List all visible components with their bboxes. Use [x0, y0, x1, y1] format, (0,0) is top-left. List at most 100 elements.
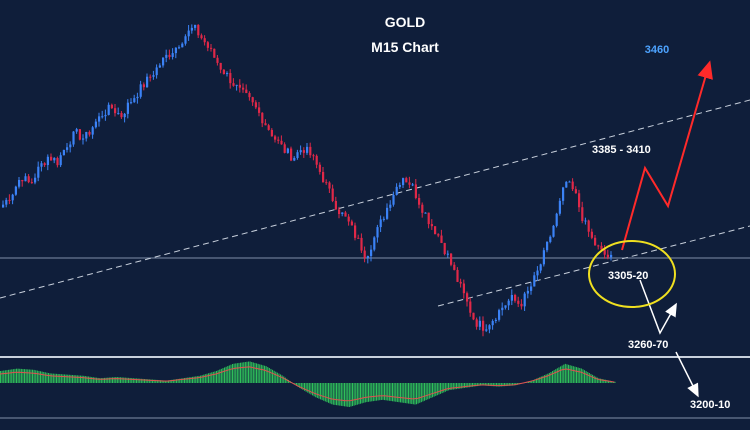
oscillator-bar [254, 362, 256, 383]
oscillator-bar [75, 375, 77, 383]
oscillator-bar [281, 375, 283, 383]
support-zone-label: 3305-20 [608, 270, 648, 282]
oscillator-bar [419, 383, 421, 403]
oscillator-signal-line [0, 366, 615, 402]
oscillator-bar [276, 372, 278, 383]
candle-body [168, 54, 171, 57]
oscillator-bar [600, 378, 602, 383]
candle-body [341, 212, 344, 214]
oscillator-bar [462, 383, 464, 389]
candle-body [389, 204, 392, 208]
candle-body [222, 69, 225, 75]
candle-body [242, 87, 245, 90]
oscillator-bar [97, 377, 99, 383]
candle-body [197, 24, 200, 36]
oscillator-bar [40, 371, 42, 383]
oscillator-bar [548, 372, 550, 383]
oscillator-bar [396, 383, 398, 402]
oscillator-bar [64, 374, 66, 383]
oscillator-bar [12, 369, 14, 383]
oscillator-bar [438, 383, 440, 395]
candle-body [450, 253, 453, 265]
oscillator-bar [206, 373, 208, 383]
oscillator-bar [558, 367, 560, 383]
candle-body [411, 184, 414, 186]
oscillator-bar [32, 369, 34, 383]
oscillator-bar [115, 377, 117, 383]
candle-body [101, 116, 104, 118]
oscillator-bar [200, 375, 202, 383]
candle-body [379, 219, 382, 228]
oscillator-bar [83, 375, 85, 383]
oscillator-bar [494, 383, 496, 387]
oscillator-bar [504, 383, 506, 387]
candle-body [478, 320, 481, 327]
oscillator-bar [467, 383, 469, 388]
oscillator-bar [340, 383, 342, 406]
oscillator-bar [323, 383, 325, 401]
oscillator-bar [110, 377, 112, 383]
oscillator-bar [27, 369, 29, 383]
oscillator-bar [456, 383, 458, 390]
oscillator-bar [476, 383, 478, 387]
oscillator-bar [302, 383, 304, 390]
oscillator-bar [532, 379, 534, 383]
candle-body [360, 237, 363, 251]
oscillator-bar [472, 383, 474, 387]
candle-body [258, 107, 261, 113]
candle-body [578, 193, 581, 208]
candle-body [37, 166, 40, 178]
candle-body [526, 290, 529, 294]
oscillator-bar [332, 383, 334, 405]
oscillator-bar [184, 378, 186, 383]
oscillator-bar [92, 377, 94, 383]
oscillator-bar [336, 383, 338, 406]
oscillator-bar [604, 379, 606, 383]
oscillator-bar [328, 383, 330, 403]
candle-body [322, 171, 325, 183]
candle-body [184, 36, 187, 44]
oscillator-bar [339, 383, 341, 406]
oscillator-bar [321, 383, 323, 401]
oscillator-bar [595, 376, 597, 383]
candle-body [398, 185, 401, 187]
target-high-label: 3460 [645, 44, 669, 56]
candle-body [424, 212, 427, 214]
oscillator-bar [49, 373, 51, 383]
candle-body [373, 237, 376, 250]
oscillator-bar [393, 383, 395, 402]
candle-body [475, 319, 478, 327]
candle-body [386, 207, 389, 219]
candle-body [21, 180, 24, 182]
oscillator-bar [187, 377, 189, 383]
candle-body [485, 329, 488, 331]
oscillator-bar [91, 376, 93, 383]
candle-body [107, 104, 110, 115]
oscillator-bar [283, 376, 285, 383]
oscillator-bar [307, 383, 309, 393]
candle-body [91, 127, 94, 135]
oscillator-bar [11, 369, 13, 383]
candle-body [155, 67, 158, 76]
oscillator-bar [508, 383, 510, 386]
candle-body [219, 62, 222, 70]
oscillator-bar [492, 383, 494, 387]
oscillator-bar [361, 383, 363, 404]
candle-body [286, 148, 289, 153]
lower-trend-line [437, 225, 750, 307]
oscillator-bar [430, 383, 432, 398]
oscillator-bar [129, 377, 131, 383]
oscillator-bar [377, 383, 379, 401]
oscillator-bar [163, 380, 165, 383]
oscillator-bar [387, 383, 389, 401]
oscillator-bar [230, 364, 232, 383]
candle-body [510, 294, 513, 301]
oscillator-bar [539, 377, 541, 383]
oscillator-bar [278, 373, 280, 383]
oscillator-bar [107, 377, 109, 383]
support-2-label: 3200-10 [690, 399, 730, 411]
oscillator-bar [452, 383, 454, 390]
oscillator-bar [363, 383, 365, 403]
oscillator-bar [182, 378, 184, 383]
oscillator-bar [249, 361, 251, 383]
